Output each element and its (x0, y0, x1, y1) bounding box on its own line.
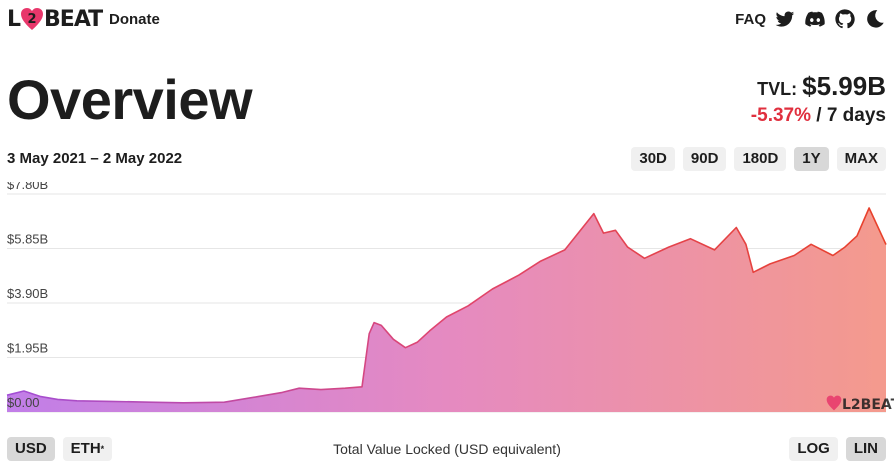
y-tick-label: $3.90B (7, 286, 48, 301)
watermark-heart-icon (826, 395, 842, 411)
eth-superscript: * (100, 444, 105, 454)
faq-link[interactable]: FAQ (735, 10, 766, 28)
tvl-change-period: / 7 days (816, 105, 886, 126)
range-1y-button[interactable]: 1Y (794, 147, 829, 171)
tvl-area (7, 208, 886, 412)
date-range: 3 May 2021 – 2 May 2022 (7, 150, 183, 167)
y-axis-labels: $0.00 $1.95B $3.90B $5.85B $7.80B (7, 182, 48, 410)
scale-toggle: LOG LIN (789, 437, 886, 461)
range-30d-button[interactable]: 30D (631, 147, 675, 171)
l2beat-logo[interactable]: L 2 BEAT (7, 4, 103, 34)
github-icon[interactable] (834, 8, 856, 30)
discord-icon[interactable] (804, 8, 826, 30)
tvl-change: -5.37% (750, 105, 811, 126)
chart-caption: Total Value Locked (USD equivalent) (333, 441, 561, 457)
tvl-line (6, 207, 887, 404)
y-tick-label: $1.95B (7, 341, 48, 356)
lin-scale-button[interactable]: LIN (845, 437, 886, 461)
eth-label: ETH (70, 440, 101, 457)
range-180d-button[interactable]: 180D (734, 147, 787, 171)
heart-icon: 2 (21, 8, 44, 30)
logo-left-text: L (7, 6, 21, 32)
tvl-label: TVL: (757, 79, 798, 99)
page-title: Overview (7, 68, 253, 131)
twitter-icon[interactable] (774, 8, 796, 30)
donate-link[interactable]: Donate (109, 11, 160, 28)
y-tick-label: $5.85B (7, 232, 48, 247)
dark-mode-icon[interactable] (864, 8, 886, 30)
tvl-value: $5.99B (802, 71, 886, 101)
tvl-summary: TVL: $5.99B -5.37% / 7 days (751, 72, 886, 129)
usd-button[interactable]: USD (7, 437, 55, 461)
y-tick-label: $7.80B (7, 182, 48, 192)
range-90d-button[interactable]: 90D (682, 147, 727, 171)
currency-toggle: USD ETH* (7, 437, 113, 461)
eth-button[interactable]: ETH* (62, 437, 113, 461)
log-scale-button[interactable]: LOG (789, 437, 838, 461)
y-tick-label: $0.00 (7, 395, 40, 410)
range-max-button[interactable]: MAX (836, 147, 886, 171)
top-nav: L 2 BEAT Donate FAQ (0, 0, 894, 40)
logo-right-text: BEAT (44, 6, 103, 32)
range-selector: 30D 90D 180D 1Y MAX (631, 147, 886, 171)
svg-text:2: 2 (28, 12, 37, 27)
